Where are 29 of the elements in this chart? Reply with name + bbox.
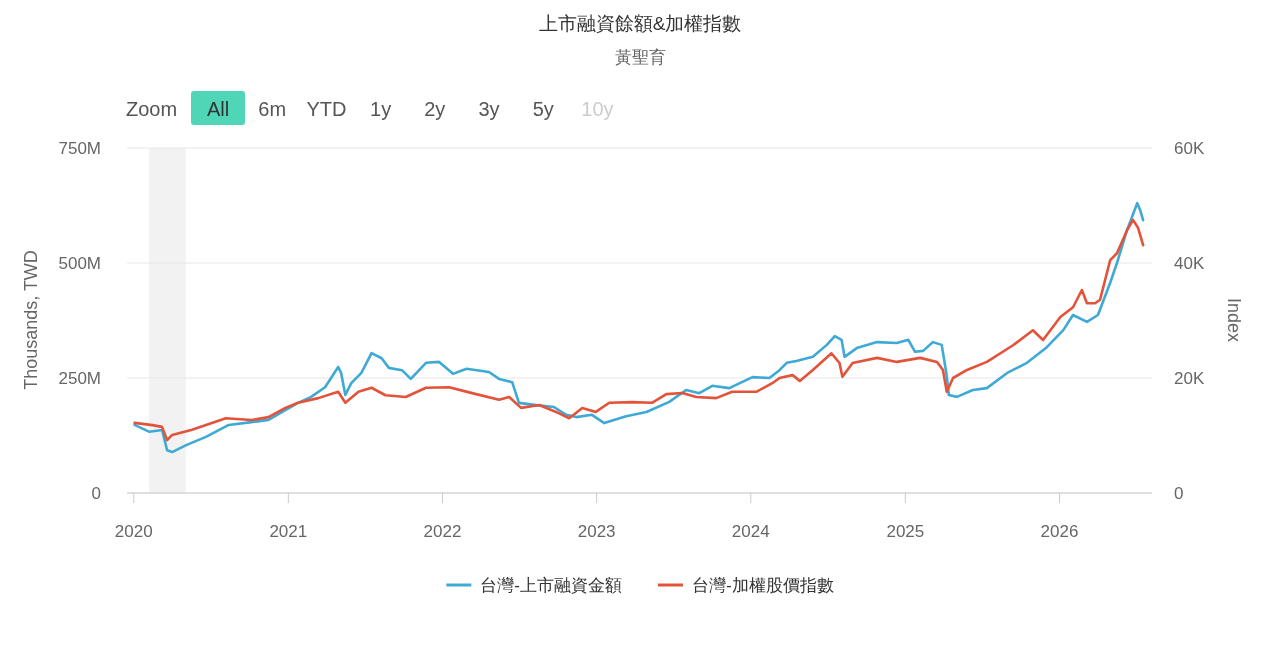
range-option-label: 5y <box>532 98 554 120</box>
chart-subtitle: 黃聖育 <box>614 48 666 67</box>
y2-tick-label: 20K <box>1174 369 1205 388</box>
x-tick-label: 2022 <box>423 522 462 541</box>
y-tick-label: 0 <box>91 484 101 503</box>
y-axis-title: Thousands, TWD <box>21 250 41 390</box>
x-tick-label: 2024 <box>731 522 770 541</box>
y-tick-label: 750M <box>58 139 101 158</box>
range-option-label: 2y <box>424 98 446 120</box>
range-selector-label: Zoom <box>126 98 178 120</box>
chart-title: 上市融資餘額&加權指數 <box>538 13 742 34</box>
x-tick-label: 2025 <box>886 522 925 541</box>
y2-tick-label: 60K <box>1174 139 1205 158</box>
y2-tick-label: 0 <box>1174 484 1184 503</box>
x-tick-label: 2023 <box>577 522 616 541</box>
range-button-active: All <box>191 91 245 125</box>
y-tick-label: 500M <box>58 254 101 273</box>
y-tick-label: 250M <box>58 369 101 388</box>
legend-label: 台灣-上市融資金額 <box>480 576 622 595</box>
legend-label: 台灣-加權股價指數 <box>692 576 834 595</box>
y2-tick-label: 40K <box>1174 254 1205 273</box>
x-tick-label: 2026 <box>1040 522 1079 541</box>
range-option-label: 1y <box>370 98 392 120</box>
x-tick-label: 2020 <box>114 522 153 541</box>
range-option-label: 3y <box>478 98 500 120</box>
y2-axis-title: Index <box>1224 297 1244 343</box>
x-tick-label: 2021 <box>269 522 308 541</box>
range-option-label: YTD <box>306 98 347 120</box>
range-option-label: 6m <box>258 98 287 120</box>
